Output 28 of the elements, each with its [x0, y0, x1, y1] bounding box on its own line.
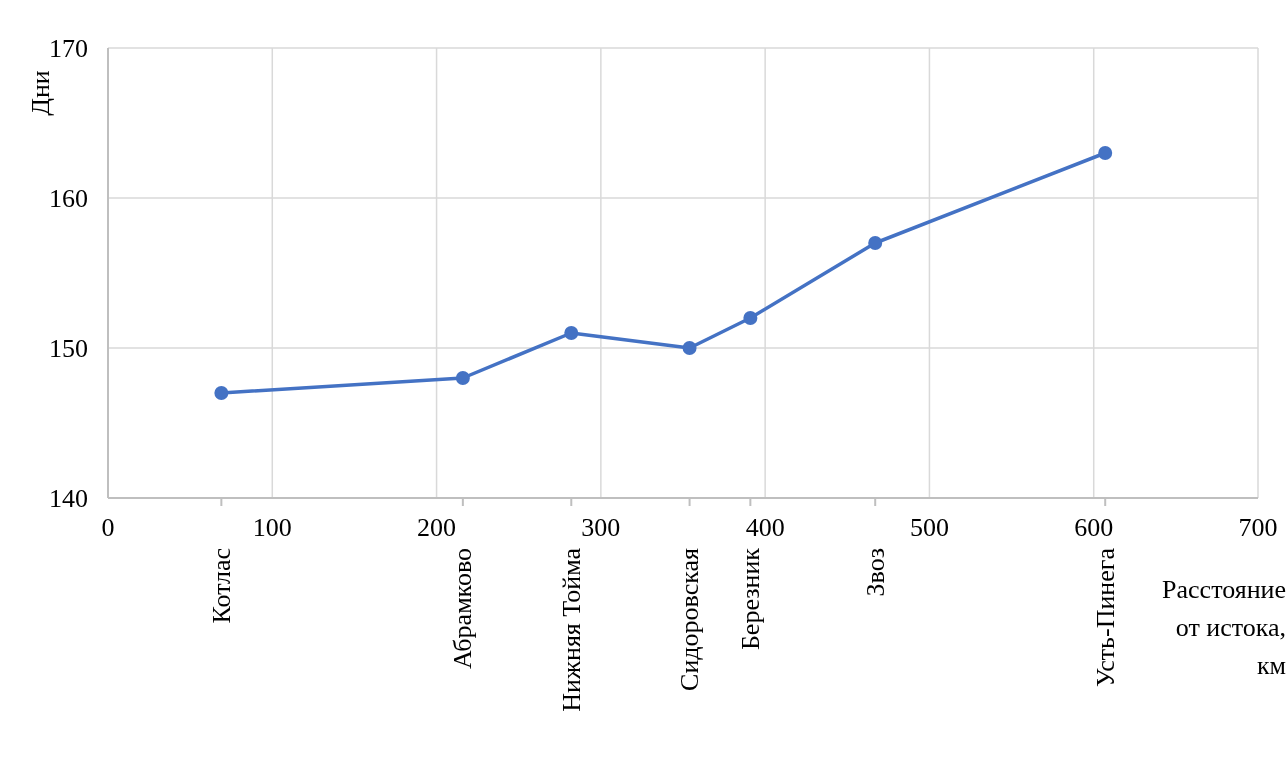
point: [214, 386, 229, 400]
text: Сидоровская: [675, 547, 705, 691]
y-axis-title: Дни: [25, 70, 55, 116]
text: Нижняя Тойма: [556, 547, 586, 712]
point: [868, 236, 883, 250]
y-tick-label: 150: [49, 334, 88, 364]
text: Абрамково: [448, 548, 478, 670]
x-tick-label: 300: [581, 513, 621, 543]
x-tick-label: 500: [909, 513, 949, 543]
x-axis-title: Расстояние от истока, км: [1162, 575, 1286, 680]
x-tick-label: 200: [417, 513, 457, 543]
x-tick-label: 600: [1074, 513, 1114, 543]
x-tick-label: 100: [252, 513, 292, 543]
point: [1098, 146, 1113, 160]
x-tick-label: 700: [1238, 513, 1278, 543]
text: Березник: [735, 547, 765, 651]
x-tick-label: 400: [745, 513, 785, 543]
point: [743, 311, 758, 325]
point: [455, 371, 470, 385]
point: [682, 341, 697, 355]
text: Звоз: [860, 548, 890, 597]
text: Котлас: [206, 548, 236, 624]
text: Усть-Пинега: [1090, 547, 1120, 688]
x-tick-label: 0: [101, 513, 115, 543]
y-tick-label: 140: [49, 484, 88, 514]
y-tick-label: 170: [49, 34, 88, 64]
y-tick-label: 160: [49, 184, 88, 214]
point: [564, 326, 579, 340]
